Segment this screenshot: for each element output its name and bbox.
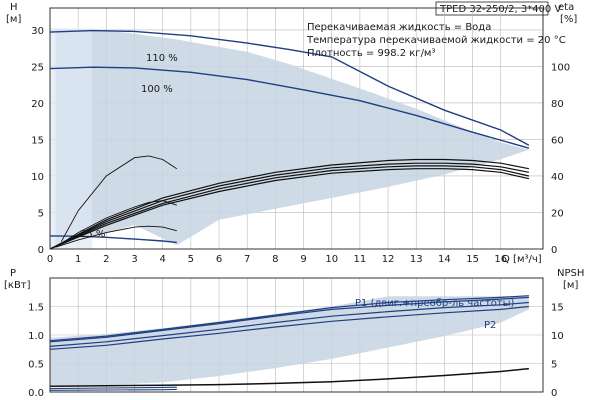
x-axis-label: Q [м³/ч] — [502, 254, 542, 265]
x-tick-label: 15 — [466, 254, 479, 265]
x-tick-label: 6 — [216, 254, 222, 265]
annotation-p1: P1 (двиг.+преобр-ль частоты) — [355, 298, 515, 309]
top-operating-area — [50, 28, 529, 249]
info-line-2: Температура перекачиваемой жидкости = 20… — [306, 35, 566, 46]
x-tick-label: 9 — [300, 254, 306, 265]
npsh-curve — [49, 367, 529, 388]
annotation-p2: P2 — [484, 320, 496, 331]
bottom-operating-area — [50, 296, 529, 386]
y-tick-label-right: 80 — [551, 99, 564, 110]
x-tick-label: 3 — [131, 254, 137, 265]
bottom-y-tick-label-right: 0 — [551, 388, 557, 399]
efficiency-curve-6 — [55, 225, 177, 248]
efficiency-curve-3 — [49, 168, 530, 250]
y-tick-label-left: 25 — [31, 62, 44, 73]
x-tick-label: 13 — [410, 254, 423, 265]
y-tick-label-left: 5 — [38, 208, 44, 219]
top-operating-area-shape — [55, 29, 529, 248]
power-curve-3 — [49, 295, 529, 342]
efficiency-curve-1 — [49, 162, 530, 250]
y-unit-left-top: [м] — [6, 14, 21, 25]
x-tick-label: 1 — [75, 254, 81, 265]
bottom-y-tick-label-left: 1.0 — [28, 331, 44, 342]
y-tick-label-left: 0 — [38, 245, 44, 256]
efficiency-curve-2 — [49, 165, 530, 250]
power-curve-0 — [49, 296, 529, 343]
low-speed-power-curve-1 — [49, 388, 177, 391]
x-tick-label: 8 — [272, 254, 278, 265]
y-label-right-top: eta — [558, 2, 574, 13]
y-unit-left-bottom: [кВт] — [4, 280, 31, 291]
low-speed-power-curve-0 — [49, 386, 177, 390]
y-tick-label-right: 100 — [551, 62, 570, 73]
bottom-y-ticks-right: 0 5 10 15 — [551, 303, 564, 400]
y-tick-label-left: 10 — [31, 172, 44, 183]
efficiency-curve-5 — [58, 200, 177, 246]
efficiency-curve-4 — [60, 155, 178, 242]
series-label-100: 100 % — [141, 84, 173, 95]
top-y-ticks-left: 0 5 10 15 20 25 30 — [31, 26, 44, 256]
y-unit-right-top: [%] — [560, 14, 577, 25]
y-unit-right-bottom: [м] — [563, 280, 578, 291]
bottom-plot-frame — [49, 277, 544, 393]
power-curve-2 — [49, 301, 529, 347]
y-tick-label-right: 60 — [551, 135, 564, 146]
bottom-series — [49, 295, 529, 391]
top-x-ticks: 0 1 2 3 4 5 6 7 8 9 10 11 12 13 14 15 16 — [47, 254, 507, 265]
top-series — [49, 29, 530, 250]
bottom-y-tick-label-left: 1.5 — [28, 303, 44, 314]
bottom-y-tick-label-left: 0.5 — [28, 360, 44, 371]
x-tick-label: 12 — [382, 254, 395, 265]
x-tick-label: 16 — [494, 254, 507, 265]
x-tick-label: 0 — [47, 254, 53, 265]
power-curve-1 — [49, 305, 529, 350]
x-tick-label: 11 — [354, 254, 367, 265]
chart-title: TPED 32-250/2, 3*400 V — [439, 4, 561, 15]
y-label-left-top: H — [10, 2, 18, 13]
y-label-right-bottom: NPSH — [557, 268, 584, 279]
bottom-operating-area-shape — [50, 296, 529, 386]
bottom-y-ticks-left: 0.0 0.5 1.0 1.5 — [28, 303, 44, 400]
info-line-3: Плотность = 998.2 кг/м³ — [307, 48, 436, 59]
x-tick-label: 2 — [103, 254, 109, 265]
y-tick-label-left: 15 — [31, 135, 44, 146]
bottom-y-tick-label-right: 15 — [551, 303, 564, 314]
y-tick-label-left: 30 — [31, 26, 44, 37]
x-tick-label: 14 — [438, 254, 451, 265]
bottom-y-tick-label-left: 0.0 — [28, 388, 44, 399]
x-tick-label: 5 — [188, 254, 194, 265]
y-label-left-bottom: P — [10, 268, 16, 279]
series-label-25: 25 % — [80, 229, 105, 240]
x-tick-label: 10 — [325, 254, 338, 265]
bottom-y-tick-label-right: 5 — [551, 360, 557, 371]
x-tick-label: 7 — [244, 254, 250, 265]
top-plot-frame — [49, 7, 544, 250]
x-tick-label: 4 — [159, 254, 165, 265]
y-tick-label-left: 20 — [31, 99, 44, 110]
bottom-y-tick-label-right: 10 — [551, 331, 564, 342]
info-line-1: Перекачиваемая жидкость = Вода — [307, 22, 491, 33]
y-tick-label-right: 40 — [551, 172, 564, 183]
head-curve-1 — [49, 66, 530, 149]
top-low-flow-zone — [50, 28, 93, 249]
y-tick-label-right: 20 — [551, 208, 564, 219]
top-y-ticks-right: 0 20 40 60 80 100 — [551, 62, 570, 256]
y-tick-label-right: 0 — [551, 245, 557, 256]
head-curve-0 — [49, 29, 530, 146]
series-label-110: 110 % — [146, 53, 178, 64]
